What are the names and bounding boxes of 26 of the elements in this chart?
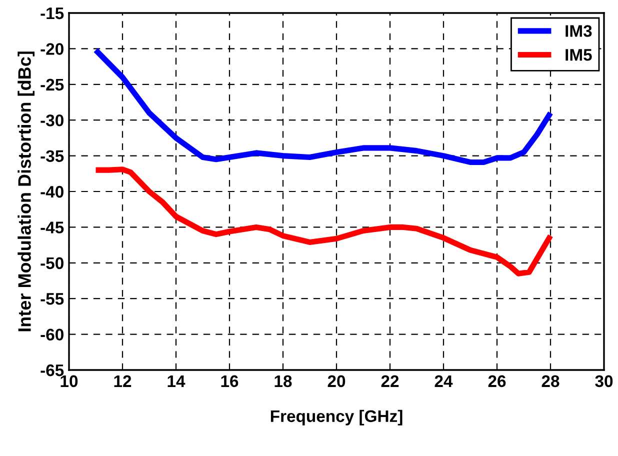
x-tick-label: 26 (488, 375, 506, 388)
x-tick-label: 28 (542, 375, 560, 388)
x-tick-label: 12 (114, 375, 132, 387)
y-tick-label: -45 (40, 222, 64, 234)
y-tick-label: -15 (40, 8, 64, 20)
legend-label: IM3 (566, 25, 592, 37)
legend-label: IM5 (566, 49, 592, 61)
x-tick-label: 30 (595, 375, 613, 388)
y-tick-label: -30 (40, 114, 64, 126)
y-tick-label: -35 (40, 150, 64, 162)
x-tick-label: 10 (60, 375, 78, 388)
x-axis-title: Frequency [GHz] (270, 410, 402, 426)
y-tick-label: -50 (40, 257, 64, 270)
x-tick-label: 16 (221, 375, 238, 388)
y-tick-label: -40 (40, 186, 64, 198)
x-tick-label: 20 (328, 375, 346, 388)
x-tick-label: 14 (168, 375, 186, 387)
x-tick-label: 22 (381, 375, 399, 387)
y-axis-title: Inter Modulation Distortion [dBc] (18, 52, 34, 332)
y-tick-label: -25 (40, 78, 64, 91)
x-tick-label: 18 (274, 375, 292, 388)
y-tick-label: -65 (40, 364, 64, 376)
y-tick-label: -20 (40, 43, 64, 55)
y-tick-label: -55 (40, 293, 64, 305)
y-tick-label: -60 (40, 328, 64, 341)
x-tick-label: 24 (434, 375, 453, 387)
